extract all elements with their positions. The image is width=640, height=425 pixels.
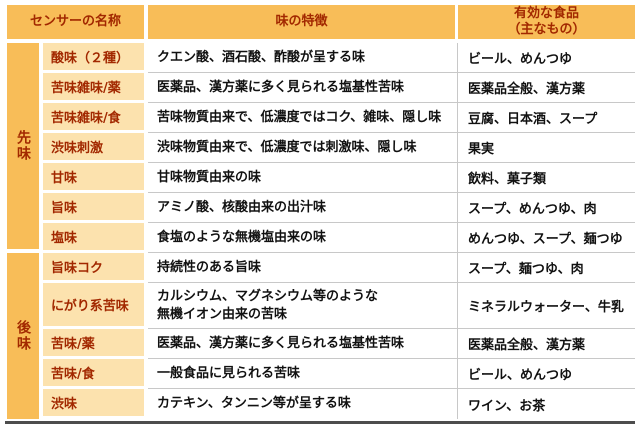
group-cell-atoaji: 後味 [7,253,43,419]
effective-food-cell: 医薬品全般、漢方薬 [458,329,635,359]
sensor-name-cell: 甘味 [43,163,148,193]
effective-food-cell: スープ、めんつゆ、肉 [458,193,635,223]
header-effective-food-line1: 有効な食品 [513,6,579,21]
effective-food-cell: スープ、麺つゆ、肉 [458,253,635,283]
taste-feature-cell: 渋味物質由来で、低濃度では刺激味、隠し味 [148,133,458,163]
table-bottom-border [5,421,635,424]
taste-feature-cell: 持続性のある旨味 [148,253,458,283]
effective-food-cell: ビール、めんつゆ [458,359,635,389]
taste-feature-cell: 苦味物質由来で、低濃度ではコク、雑味、隠し味 [148,103,458,133]
header-effective-food-line2: （主なもの） [507,22,586,37]
effective-food-cell: ワイン、お茶 [458,389,635,419]
effective-food-cell: 豆腐、日本酒、スープ [458,103,635,133]
effective-food-cell: ビール、めんつゆ [458,43,635,73]
sensor-name-cell: 渋味刺激 [43,133,148,163]
group-cell-sakiaji: 先味 [7,43,43,253]
header-effective-food: 有効な食品 （主なもの） [458,5,635,43]
sensor-name-cell: 苦味雑味/食 [43,103,148,133]
header-taste-feature: 味の特徴 [148,5,458,43]
sensor-name-cell: 苦味雑味/薬 [43,73,148,103]
effective-food-cell: 飲料、菓子類 [458,163,635,193]
sensor-name-cell: 苦味/食 [43,359,148,389]
sensor-name-cell: 塩味 [43,223,148,253]
effective-food-cell: 医薬品全般、漢方薬 [458,73,635,103]
header-sensor-name: センサーの名称 [7,5,148,43]
effective-food-cell: めんつゆ、スープ、麺つゆ [458,223,635,253]
taste-feature-cell: 甘味物質由来の味 [148,163,458,193]
sensor-name-cell: 旨味 [43,193,148,223]
taste-feature-cell: カテキン、タンニン等が呈する味 [148,389,458,419]
effective-food-cell: 果実 [458,133,635,163]
sensor-name-cell: 旨味コク [43,253,148,283]
taste-feature-cell: 医薬品、漢方薬に多く見られる塩基性苦味 [148,329,458,359]
effective-food-cell: ミネラルウォーター、牛乳 [458,283,635,329]
sensor-name-cell: 酸味（２種） [43,43,148,73]
taste-feature-cell: アミノ酸、核酸由来の出汁味 [148,193,458,223]
taste-feature-cell: クエン酸、酒石酸、酢酸が呈する味 [148,43,458,73]
taste-feature-cell: 医薬品、漢方薬に多く見られる塩基性苦味 [148,73,458,103]
taste-sensor-table: センサーの名称 味の特徴 有効な食品 （主なもの） 先味 後味 酸味（２種） クエ… [7,5,635,419]
sensor-name-cell: 苦味/薬 [43,329,148,359]
taste-feature-cell: カルシウム、マグネシウム等のような 無機イオン由来の苦味 [148,283,458,329]
taste-feature-cell: 一般食品に見られる苦味 [148,359,458,389]
sensor-name-cell: 渋味 [43,389,148,419]
taste-feature-cell: 食塩のような無機塩由来の味 [148,223,458,253]
sensor-name-cell: にがり系苦味 [43,283,148,329]
